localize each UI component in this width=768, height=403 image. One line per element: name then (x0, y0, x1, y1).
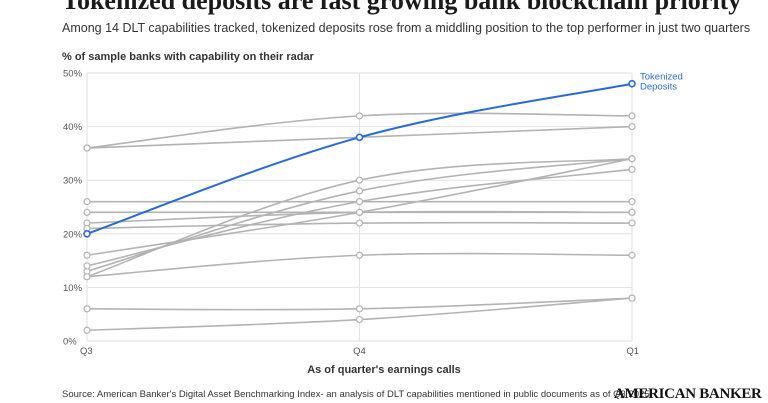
y-tick-label: 0% (63, 337, 77, 348)
y-tick-label: 10% (63, 283, 83, 294)
data-point (355, 315, 364, 324)
series-line (83, 208, 636, 227)
x-axis-label: As of quarter's earnings calls (307, 364, 461, 376)
data-point (355, 187, 364, 195)
x-tick-labels: Q3 Q4 Q1 (80, 346, 639, 357)
series-line (83, 251, 636, 281)
data-point (355, 305, 364, 313)
x-tick-label: Q4 (353, 346, 366, 357)
series-tokenized-deposits (83, 79, 636, 238)
data-point (628, 208, 636, 216)
data-point (83, 326, 91, 334)
y-tick-label: 50% (63, 69, 83, 80)
data-point (83, 230, 91, 238)
y-tick-label: 30% (63, 176, 83, 187)
series-lines (83, 79, 636, 334)
data-point (83, 198, 91, 206)
data-point (628, 112, 636, 120)
data-point (355, 176, 364, 184)
series-labels: Tokenized Deposits (640, 72, 683, 93)
data-point (628, 122, 636, 131)
page-subtitle: Among 14 DLT capabilities tracked, token… (62, 21, 751, 35)
data-point (83, 144, 91, 152)
x-tick-label: Q1 (626, 346, 639, 357)
data-point (628, 79, 636, 88)
y-tick-label: 40% (63, 122, 83, 133)
data-point (83, 273, 91, 281)
y-axis-label: % of sample banks with capability on the… (62, 51, 314, 63)
source-note: Source: American Banker's Digital Asset … (62, 389, 653, 400)
data-point (355, 208, 364, 216)
data-point (355, 219, 364, 227)
data-point (628, 198, 636, 206)
data-point (355, 133, 364, 142)
data-point (628, 165, 636, 174)
data-point (628, 219, 636, 227)
x-tick-label: Q3 (80, 346, 93, 357)
brand-logo: AMERICAN BANKER (614, 386, 762, 402)
data-point (628, 294, 636, 302)
series-line (83, 294, 636, 334)
y-tick-label: 20% (63, 229, 83, 240)
page-title: Tokenized deposits are fast growing bank… (62, 0, 742, 15)
series-line (83, 198, 636, 206)
data-point (355, 112, 364, 120)
data-point (83, 251, 91, 259)
data-point (83, 305, 91, 313)
series-label-tokenized-deposits: Tokenized Deposits (640, 72, 683, 93)
data-point (355, 251, 364, 259)
data-point (83, 262, 91, 270)
data-point (83, 208, 91, 216)
data-point (355, 198, 364, 206)
y-tick-labels: 0% 10% 20% 30% 40% 50% (63, 69, 83, 348)
data-point (628, 251, 636, 259)
data-point (628, 155, 636, 163)
